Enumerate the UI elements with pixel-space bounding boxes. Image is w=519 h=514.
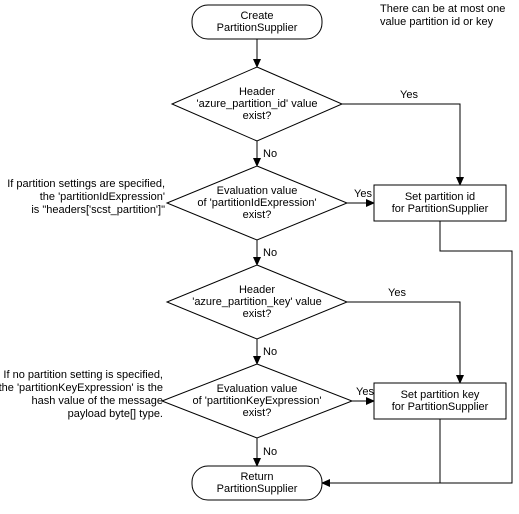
svg-text:No: No	[263, 346, 277, 358]
node-p1: Set partition idfor PartitionSupplier	[374, 185, 506, 221]
node-end: ReturnPartitionSupplier	[192, 466, 322, 500]
svg-text:No: No	[263, 247, 277, 259]
node-p2: Set partition keyfor PartitionSupplier	[374, 383, 506, 419]
svg-text:No: No	[263, 446, 277, 458]
annotation-2: If no partition setting is specified,the…	[0, 369, 163, 420]
svg-text:No: No	[263, 148, 277, 160]
node-start: CreatePartitionSupplier	[192, 5, 322, 39]
svg-text:Set partition keyfor Partition: Set partition keyfor PartitionSupplier	[392, 389, 489, 413]
node-d4: Evaluation valueof 'partitionKeyExpressi…	[162, 364, 352, 438]
flowchart-canvas: No Yes Yes No No Yes Yes No CreatePartitionSupp…	[0, 0, 519, 514]
annotation-1: If partition settings are specified,the …	[7, 178, 165, 216]
annotation-0: There can be at most onevalue partition …	[380, 3, 505, 28]
svg-text:Set partition idfor PartitionS: Set partition idfor PartitionSupplier	[392, 191, 489, 215]
node-d1: Header'azure_partition_id' valueexist?	[172, 67, 342, 141]
node-d2: Evaluation valueof 'partitionIdExpressio…	[167, 166, 347, 240]
svg-text:Yes: Yes	[400, 89, 418, 101]
svg-text:Yes: Yes	[356, 386, 374, 398]
svg-text:Yes: Yes	[354, 188, 372, 200]
node-d3: Header'azure_partition_key' valueexist?	[167, 265, 347, 339]
svg-text:Yes: Yes	[388, 287, 406, 299]
